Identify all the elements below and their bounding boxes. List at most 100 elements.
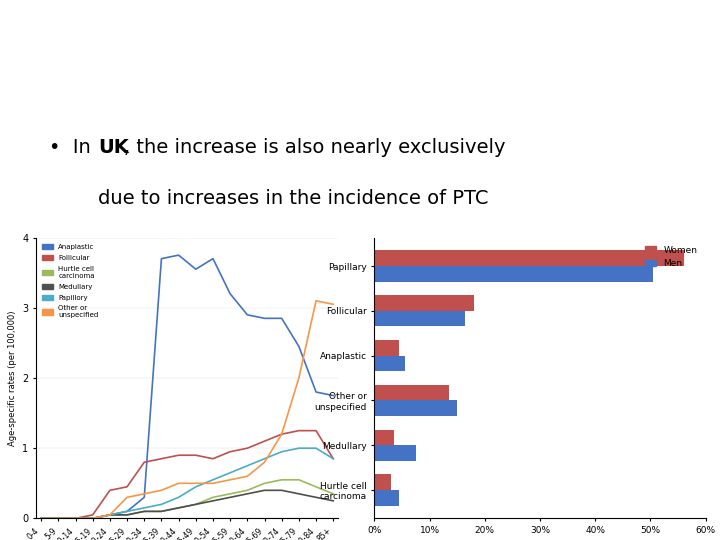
Anaplastic (157, 255, 166, 262)
Anaplastic (140, 494, 148, 501)
Papillory (277, 448, 286, 455)
Other or
unspecified (157, 487, 166, 494)
Anaplastic (54, 515, 63, 522)
Medullary (122, 512, 131, 518)
Anaplastic (312, 389, 320, 395)
Hurtle cell
carcinoma (329, 490, 338, 497)
Hurtle cell
carcinoma (277, 476, 286, 483)
Anaplastic (243, 312, 252, 318)
Text: UK: UK (98, 138, 129, 157)
Other or
unspecified (209, 480, 217, 487)
Follicular (209, 455, 217, 462)
Hurtle cell
carcinoma (54, 515, 63, 522)
Medullary (312, 494, 320, 501)
Other or
unspecified (140, 490, 148, 497)
Follicular (174, 452, 183, 458)
Other or
unspecified (192, 480, 200, 487)
Follicular (329, 455, 338, 462)
Other or
unspecified (243, 473, 252, 480)
Medullary (54, 515, 63, 522)
Papillory (174, 494, 183, 501)
Y-axis label: Age-specific rates (per 100,000): Age-specific rates (per 100,000) (7, 310, 17, 446)
Legend: Anaplastic, Follicular, Hurtle cell
carcinoma, Medullary, Papillory, Other or
un: Anaplastic, Follicular, Hurtle cell carc… (40, 241, 102, 321)
Other or
unspecified (277, 431, 286, 437)
Line: Medullary: Medullary (41, 490, 333, 518)
Follicular (243, 445, 252, 451)
Medullary (71, 515, 80, 522)
Line: Follicular: Follicular (41, 431, 333, 518)
Medullary (174, 504, 183, 511)
Medullary (192, 501, 200, 508)
Medullary (140, 508, 148, 515)
Medullary (329, 498, 338, 504)
Other or
unspecified (294, 375, 303, 381)
Follicular (89, 512, 97, 518)
Follicular (226, 448, 235, 455)
Papillory (312, 445, 320, 451)
Medullary (226, 494, 235, 501)
Text: due to increases in the incidence of PTC: due to increases in the incidence of PTC (98, 189, 489, 208)
Bar (374, 295, 474, 311)
Hurtle cell
carcinoma (157, 508, 166, 515)
Other or
unspecified (260, 459, 269, 465)
Anaplastic (71, 515, 80, 522)
Other or
unspecified (174, 480, 183, 487)
Bar (374, 356, 405, 372)
Anaplastic (329, 392, 338, 399)
Medullary (294, 490, 303, 497)
Other or
unspecified (89, 515, 97, 522)
Line: Other or
unspecified: Other or unspecified (41, 301, 333, 518)
Follicular (106, 487, 114, 494)
Follicular (277, 431, 286, 437)
Other or
unspecified (329, 301, 338, 308)
Hurtle cell
carcinoma (312, 484, 320, 490)
Follicular (71, 515, 80, 522)
Medullary (37, 515, 45, 522)
Bar (374, 429, 394, 445)
Bar (374, 340, 399, 356)
Hurtle cell
carcinoma (140, 508, 148, 515)
Line: Anaplastic: Anaplastic (41, 255, 333, 518)
Follicular (260, 438, 269, 444)
Papillory (192, 484, 200, 490)
Anaplastic (277, 315, 286, 321)
Medullary (106, 512, 114, 518)
Other or
unspecified (37, 515, 45, 522)
Papillory (157, 501, 166, 508)
Other or
unspecified (122, 494, 131, 501)
Hurtle cell
carcinoma (89, 515, 97, 522)
Other or
unspecified (226, 476, 235, 483)
Papillory (37, 515, 45, 522)
Follicular (294, 428, 303, 434)
Papillory (226, 469, 235, 476)
Hurtle cell
carcinoma (122, 512, 131, 518)
Hurtle cell
carcinoma (192, 501, 200, 508)
Other or
unspecified (312, 298, 320, 304)
Text: Trend by histological type: Trend by histological type (164, 34, 556, 63)
Anaplastic (122, 508, 131, 515)
Bar (374, 384, 449, 400)
Follicular (54, 515, 63, 522)
Follicular (157, 455, 166, 462)
Hurtle cell
carcinoma (71, 515, 80, 522)
Papillory (89, 515, 97, 522)
Hurtle cell
carcinoma (294, 476, 303, 483)
Hurtle cell
carcinoma (174, 504, 183, 511)
Medullary (89, 515, 97, 522)
Medullary (209, 498, 217, 504)
Legend: Women, Men: Women, Men (642, 242, 701, 272)
Medullary (260, 487, 269, 494)
Anaplastic (106, 512, 114, 518)
Medullary (277, 487, 286, 494)
Hurtle cell
carcinoma (260, 480, 269, 487)
Other or
unspecified (71, 515, 80, 522)
Bar (374, 445, 416, 461)
Bar (374, 311, 466, 327)
Anaplastic (260, 315, 269, 321)
Bar (374, 266, 653, 282)
Hurtle cell
carcinoma (106, 512, 114, 518)
Other or
unspecified (54, 515, 63, 522)
Follicular (122, 484, 131, 490)
Papillory (294, 445, 303, 451)
Papillory (209, 476, 217, 483)
